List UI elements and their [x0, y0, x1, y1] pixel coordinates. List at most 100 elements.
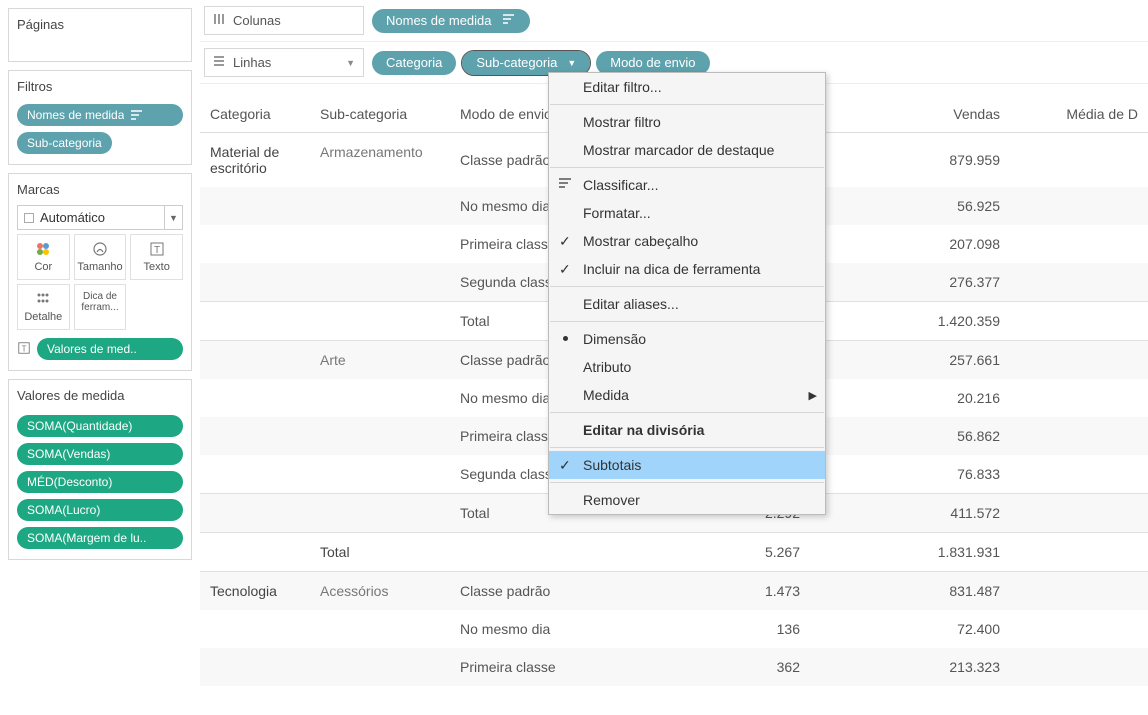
menu-separator	[550, 447, 824, 448]
svg-text:T: T	[154, 245, 160, 256]
filtros-title: Filtros	[17, 79, 183, 94]
cell-categoria	[200, 648, 310, 686]
cell-quantidade: 5.267	[600, 533, 810, 572]
col-header[interactable]: Vendas	[810, 84, 1010, 133]
menu-item[interactable]: Mostrar marcador de destaque	[549, 136, 825, 164]
measure-pill-label: MÉD(Desconto)	[27, 475, 112, 489]
sort-icon	[557, 176, 573, 193]
pill-label: Sub-categoria	[476, 55, 557, 70]
menu-item-label: Editar aliases...	[583, 296, 679, 312]
text-icon: T	[17, 341, 31, 358]
auto-icon	[24, 213, 34, 223]
valores-pill[interactable]: Valores de med..	[37, 338, 183, 360]
cell-categoria	[200, 379, 310, 417]
menu-separator	[550, 321, 824, 322]
marks-type-select[interactable]: Automático ▼	[17, 205, 183, 230]
cell-quantidade: 1.473	[600, 572, 810, 611]
menu-item-label: Incluir na dica de ferramenta	[583, 261, 760, 277]
cell-vendas: 411.572	[810, 494, 1010, 533]
cell-modo	[450, 533, 600, 572]
left-sidebar: Páginas Filtros Nomes de medida Sub-cate…	[0, 0, 200, 715]
cell-subcategoria	[310, 379, 450, 417]
table-row: TecnologiaAcessóriosClasse padrão1.47383…	[200, 572, 1148, 611]
cell-subcategoria: Arte	[310, 341, 450, 380]
cell-subcategoria	[310, 225, 450, 263]
cell-categoria	[200, 302, 310, 341]
menu-item[interactable]: Editar aliases...	[549, 290, 825, 318]
pill-label: Categoria	[386, 55, 442, 70]
svg-text:T: T	[22, 344, 27, 353]
rows-shelf-label[interactable]: Linhas ▼	[204, 48, 364, 77]
cell-vendas: 276.377	[810, 263, 1010, 302]
menu-item[interactable]: Medida▶	[549, 381, 825, 409]
menu-item-label: Remover	[583, 492, 640, 508]
detail-icon	[20, 291, 67, 307]
cell-media	[1010, 133, 1148, 188]
cell-subcategoria	[310, 263, 450, 302]
menu-item-label: Editar filtro...	[583, 79, 662, 95]
menu-item[interactable]: ✓Subtotais	[549, 451, 825, 479]
cell-vendas: 257.661	[810, 341, 1010, 380]
measure-pill[interactable]: SOMA(Quantidade)	[17, 415, 183, 437]
menu-item[interactable]: Classificar...	[549, 171, 825, 199]
menu-item[interactable]: Dimensão	[549, 325, 825, 353]
marks-size[interactable]: Tamanho	[74, 234, 127, 280]
col-header[interactable]: Sub-categoria	[310, 84, 450, 133]
cell-media	[1010, 417, 1148, 455]
col-pill-nomes-medida[interactable]: Nomes de medida	[372, 9, 530, 33]
menu-item[interactable]: ✓ Incluir na dica de ferramenta	[549, 255, 825, 283]
cell-media	[1010, 341, 1148, 380]
cell-media	[1010, 494, 1148, 533]
measure-pill[interactable]: SOMA(Margem de lu..	[17, 527, 183, 549]
valores-medida-title: Valores de medida	[17, 388, 183, 403]
table-row: Primeira classe362213.323	[200, 648, 1148, 686]
filter-pill-nomes-medida[interactable]: Nomes de medida	[17, 104, 183, 126]
menu-item[interactable]: Atributo	[549, 353, 825, 381]
marks-color[interactable]: Cor	[17, 234, 70, 280]
filter-pill-label: Sub-categoria	[27, 136, 102, 150]
menu-item[interactable]: Remover	[549, 486, 825, 514]
menu-item[interactable]: ✓Mostrar cabeçalho	[549, 227, 825, 255]
cell-vendas: 879.959	[810, 133, 1010, 188]
marks-tooltip[interactable]: Dica de ferram...	[74, 284, 127, 330]
marks-detail[interactable]: Detalhe	[17, 284, 70, 330]
cell-media	[1010, 187, 1148, 225]
valores-pill-label: Valores de med..	[47, 342, 137, 356]
cell-subcategoria	[310, 417, 450, 455]
col-header[interactable]: Categoria	[200, 84, 310, 133]
cell-vendas: 72.400	[810, 610, 1010, 648]
measure-pill[interactable]: SOMA(Vendas)	[17, 443, 183, 465]
cell-media	[1010, 379, 1148, 417]
chevron-down-icon: ▼	[567, 58, 576, 68]
table-row: Total5.2671.831.931	[200, 533, 1148, 572]
row-pill-subcategoria[interactable]: Sub-categoria ▼	[462, 51, 590, 75]
chevron-down-icon[interactable]: ▼	[165, 205, 183, 230]
menu-item-label: Mostrar marcador de destaque	[583, 142, 774, 158]
cell-categoria	[200, 417, 310, 455]
cell-categoria	[200, 533, 310, 572]
menu-item[interactable]: Editar na divisória	[549, 416, 825, 444]
pill-label: Modo de envio	[610, 55, 695, 70]
cell-modo: Classe padrão	[450, 572, 600, 611]
measure-pill[interactable]: SOMA(Lucro)	[17, 499, 183, 521]
row-pill-categoria[interactable]: Categoria	[372, 51, 456, 75]
cell-vendas: 20.216	[810, 379, 1010, 417]
filter-pill-subcategoria[interactable]: Sub-categoria	[17, 132, 112, 154]
rows-label-text: Linhas	[233, 55, 271, 70]
submenu-arrow-icon: ▶	[809, 389, 817, 402]
check-icon: ✓	[559, 261, 571, 278]
cell-subcategoria: Acessórios	[310, 572, 450, 611]
col-header[interactable]: Média de D	[1010, 84, 1148, 133]
cell-modo: No mesmo dia	[450, 610, 600, 648]
cell-media	[1010, 648, 1148, 686]
columns-shelf-label[interactable]: Colunas	[204, 6, 364, 35]
cell-categoria	[200, 455, 310, 494]
marks-cell-label: Tamanho	[77, 261, 122, 273]
menu-item[interactable]: Formatar...	[549, 199, 825, 227]
menu-item[interactable]: Mostrar filtro	[549, 108, 825, 136]
menu-item[interactable]: Editar filtro...	[549, 73, 825, 101]
cell-categoria: Material de escritório	[200, 133, 310, 188]
marks-text[interactable]: T Texto	[130, 234, 183, 280]
measure-pill[interactable]: MÉD(Desconto)	[17, 471, 183, 493]
row-pill-modo-envio[interactable]: Modo de envio	[596, 51, 709, 75]
